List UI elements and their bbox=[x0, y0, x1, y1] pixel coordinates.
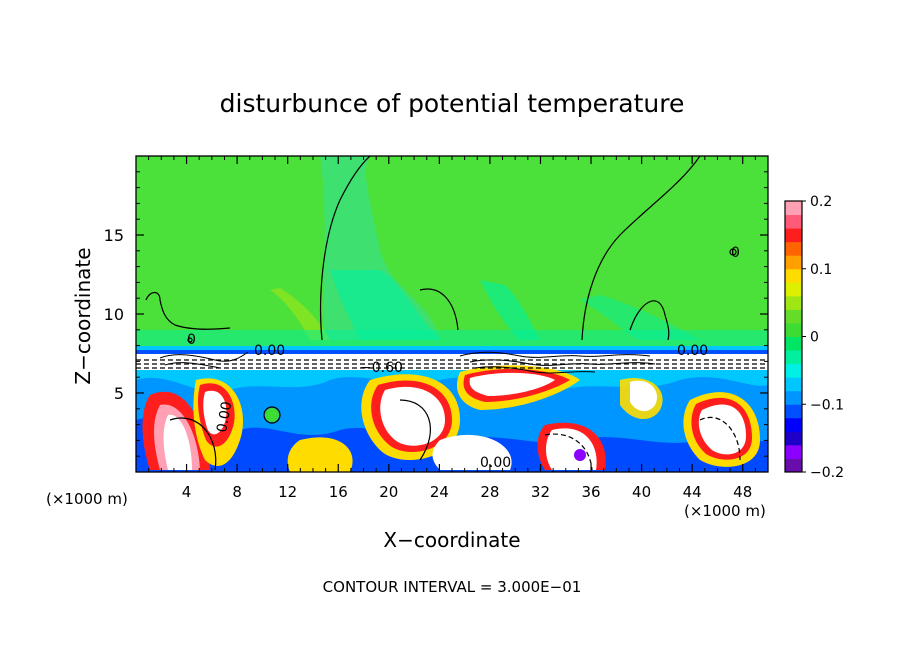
colorbar-swatch bbox=[785, 404, 802, 419]
colorbar-swatch bbox=[785, 336, 802, 351]
x-tick-label: 28 bbox=[480, 483, 499, 501]
colorbar-swatch bbox=[785, 431, 802, 446]
colorbar-swatch bbox=[785, 214, 802, 229]
contour-lines bbox=[136, 156, 768, 471]
warm-blob-1 bbox=[142, 391, 210, 470]
x-tick-label: 4 bbox=[182, 483, 192, 501]
colorbar-swatch bbox=[785, 201, 802, 216]
heatmap-field bbox=[136, 156, 768, 472]
y-tick-label: 10 bbox=[104, 305, 124, 324]
colorbar-swatch bbox=[785, 322, 802, 337]
x-tick-label: 40 bbox=[632, 483, 651, 501]
contour-label: 0.00 bbox=[677, 343, 708, 359]
contour-label: 0.00 bbox=[214, 400, 235, 433]
colorbar-ticks: 0.2 0.1 0 −0.1 −0.2 bbox=[802, 194, 844, 481]
x-unit-right: (×1000 m) bbox=[684, 502, 766, 520]
x-tick-label: 32 bbox=[531, 483, 550, 501]
y-axis-ticks: 5 10 15 bbox=[104, 171, 768, 457]
colorbar-swatch bbox=[785, 282, 802, 297]
x-tick-label: 16 bbox=[329, 483, 348, 501]
y-tick-label: 5 bbox=[114, 384, 124, 403]
colorbar-tick-label: 0.1 bbox=[810, 262, 832, 278]
contour-label: 0.00 bbox=[254, 343, 285, 359]
colorbar-swatch bbox=[785, 241, 802, 256]
x-tick-label: 24 bbox=[430, 483, 449, 501]
colorbar-swatch bbox=[785, 458, 802, 473]
colorbar-swatch bbox=[785, 255, 802, 270]
contour-labels: 0.00 −0.60 0.00 0.00 0.00 0 0 bbox=[187, 245, 740, 471]
x-tick-label: 8 bbox=[232, 483, 242, 501]
colorbar-swatch bbox=[785, 363, 802, 378]
x-tick-label: 20 bbox=[379, 483, 398, 501]
colorbar-swatch bbox=[785, 390, 802, 405]
colorbar-tick-label: −0.2 bbox=[810, 465, 844, 481]
colorbar bbox=[784, 200, 803, 473]
contour-label: −0.60 bbox=[360, 360, 403, 376]
contour-cluster bbox=[159, 351, 656, 374]
y-axis-label: Z−coordinate bbox=[71, 247, 95, 384]
colorbar-tick-label: 0.2 bbox=[810, 194, 832, 210]
colorbar-tick-label: −0.1 bbox=[810, 397, 844, 413]
warm-blob-2 bbox=[193, 378, 244, 466]
x-unit-left: (×1000 m) bbox=[46, 490, 128, 508]
colorbar-swatch bbox=[785, 295, 802, 310]
colorbar-swatch bbox=[785, 444, 802, 459]
colorbar-tick-label: 0 bbox=[810, 330, 819, 346]
x-tick-label: 44 bbox=[683, 483, 702, 501]
colorbar-swatch bbox=[785, 377, 802, 392]
contour-label: 0 bbox=[187, 332, 196, 348]
colorbar-swatch bbox=[785, 350, 802, 365]
x-axis-label: X−coordinate bbox=[383, 528, 520, 552]
contour-interval-note: CONTOUR INTERVAL = 3.000E−01 bbox=[323, 578, 582, 596]
colorbar-swatch bbox=[785, 309, 802, 324]
warm-blob-3 bbox=[361, 374, 460, 460]
colorbar-swatch bbox=[785, 417, 802, 432]
contour-label: 0.00 bbox=[480, 455, 511, 471]
x-tick-label: 36 bbox=[581, 483, 600, 501]
warm-blob-8 bbox=[265, 378, 663, 461]
colorbar-swatch bbox=[785, 228, 802, 243]
contour-label: 0 bbox=[731, 245, 740, 261]
warm-blob-7 bbox=[287, 434, 512, 472]
warm-blob-6 bbox=[683, 392, 760, 467]
warm-blob-4 bbox=[456, 365, 580, 410]
y-tick-label: 15 bbox=[104, 226, 124, 245]
chart-title: disturbunce of potential temperature bbox=[220, 89, 685, 118]
x-tick-label: 48 bbox=[733, 483, 752, 501]
x-tick-label: 12 bbox=[278, 483, 297, 501]
colorbar-swatch bbox=[785, 268, 802, 283]
x-axis-ticks: 4 8 12 16 20 24 28 32 36 40 44 48 bbox=[148, 156, 756, 501]
